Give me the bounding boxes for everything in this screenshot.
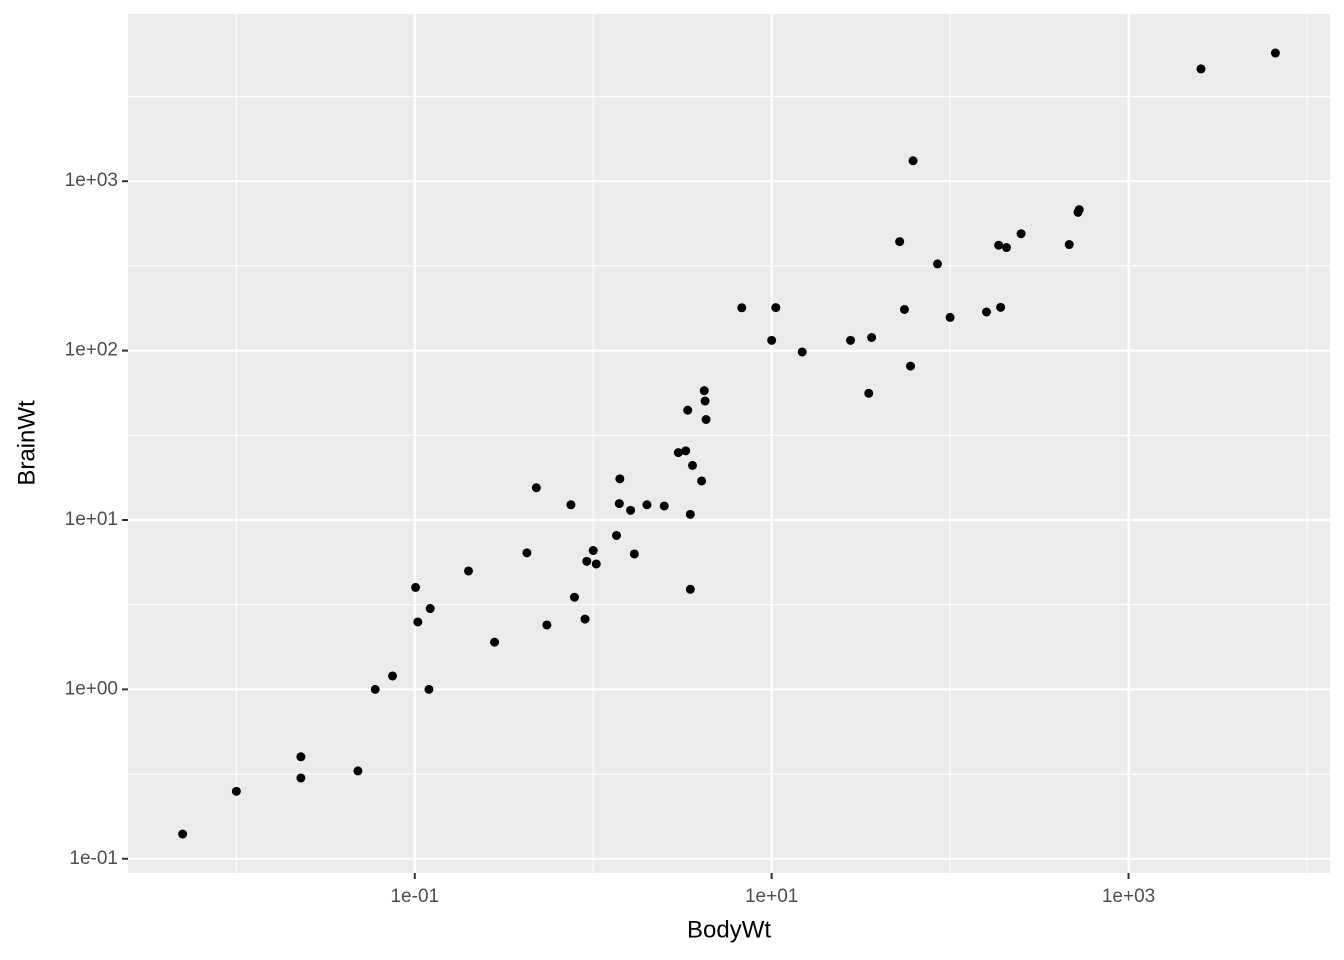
point bbox=[737, 303, 747, 313]
point bbox=[683, 405, 693, 415]
point bbox=[388, 671, 398, 681]
point bbox=[626, 505, 636, 515]
point bbox=[424, 684, 434, 694]
point bbox=[370, 684, 380, 694]
point bbox=[411, 582, 421, 592]
point bbox=[353, 766, 363, 776]
point bbox=[996, 302, 1006, 312]
point bbox=[611, 530, 621, 540]
point bbox=[629, 549, 639, 559]
point bbox=[685, 584, 695, 594]
point bbox=[464, 566, 474, 576]
point bbox=[867, 332, 877, 342]
point bbox=[642, 500, 652, 510]
point bbox=[673, 448, 683, 458]
point bbox=[697, 476, 707, 486]
point bbox=[659, 501, 669, 511]
point bbox=[413, 617, 423, 627]
y-tick-label: 1e-01 bbox=[69, 848, 118, 869]
point bbox=[685, 509, 695, 519]
point bbox=[1074, 205, 1084, 215]
point bbox=[580, 614, 590, 624]
point bbox=[895, 237, 905, 247]
point bbox=[1001, 243, 1011, 253]
point bbox=[864, 388, 874, 398]
point bbox=[899, 304, 909, 314]
point bbox=[797, 347, 807, 357]
point bbox=[614, 499, 624, 509]
y-tick-label: 1e+00 bbox=[65, 678, 118, 699]
point bbox=[767, 335, 777, 345]
point bbox=[681, 446, 691, 456]
point bbox=[542, 620, 552, 630]
point bbox=[1196, 64, 1206, 74]
point bbox=[615, 474, 625, 484]
y-tick-label: 1e+02 bbox=[65, 340, 118, 361]
point bbox=[687, 460, 697, 470]
point bbox=[994, 240, 1004, 250]
point bbox=[425, 604, 435, 614]
x-tick-label: 1e+03 bbox=[1102, 886, 1155, 907]
point bbox=[933, 259, 943, 269]
y-axis-title: BrainWt bbox=[13, 400, 40, 486]
point bbox=[522, 548, 532, 558]
point bbox=[296, 752, 306, 762]
point bbox=[771, 303, 781, 313]
point bbox=[566, 500, 576, 510]
point bbox=[1064, 240, 1074, 250]
point bbox=[700, 396, 710, 406]
point bbox=[701, 414, 711, 424]
point bbox=[945, 312, 955, 322]
point bbox=[588, 546, 598, 556]
point bbox=[846, 335, 856, 345]
y-tick-label: 1e+01 bbox=[65, 509, 118, 530]
point bbox=[490, 637, 500, 647]
point bbox=[982, 307, 992, 317]
point bbox=[1270, 48, 1280, 58]
x-tick-label: 1e+01 bbox=[745, 886, 798, 907]
point bbox=[906, 361, 916, 371]
point bbox=[231, 786, 241, 796]
point bbox=[178, 829, 188, 839]
point bbox=[1016, 229, 1026, 239]
x-tick-label: 1e-01 bbox=[390, 886, 439, 907]
x-axis-title: BodyWt bbox=[687, 916, 771, 943]
point bbox=[569, 592, 579, 602]
point bbox=[908, 156, 918, 166]
y-tick-label: 1e+03 bbox=[65, 170, 118, 191]
panel-background bbox=[128, 14, 1330, 873]
point bbox=[296, 773, 306, 783]
point bbox=[582, 556, 592, 566]
point bbox=[531, 483, 541, 493]
point bbox=[699, 386, 709, 396]
point bbox=[591, 559, 601, 569]
